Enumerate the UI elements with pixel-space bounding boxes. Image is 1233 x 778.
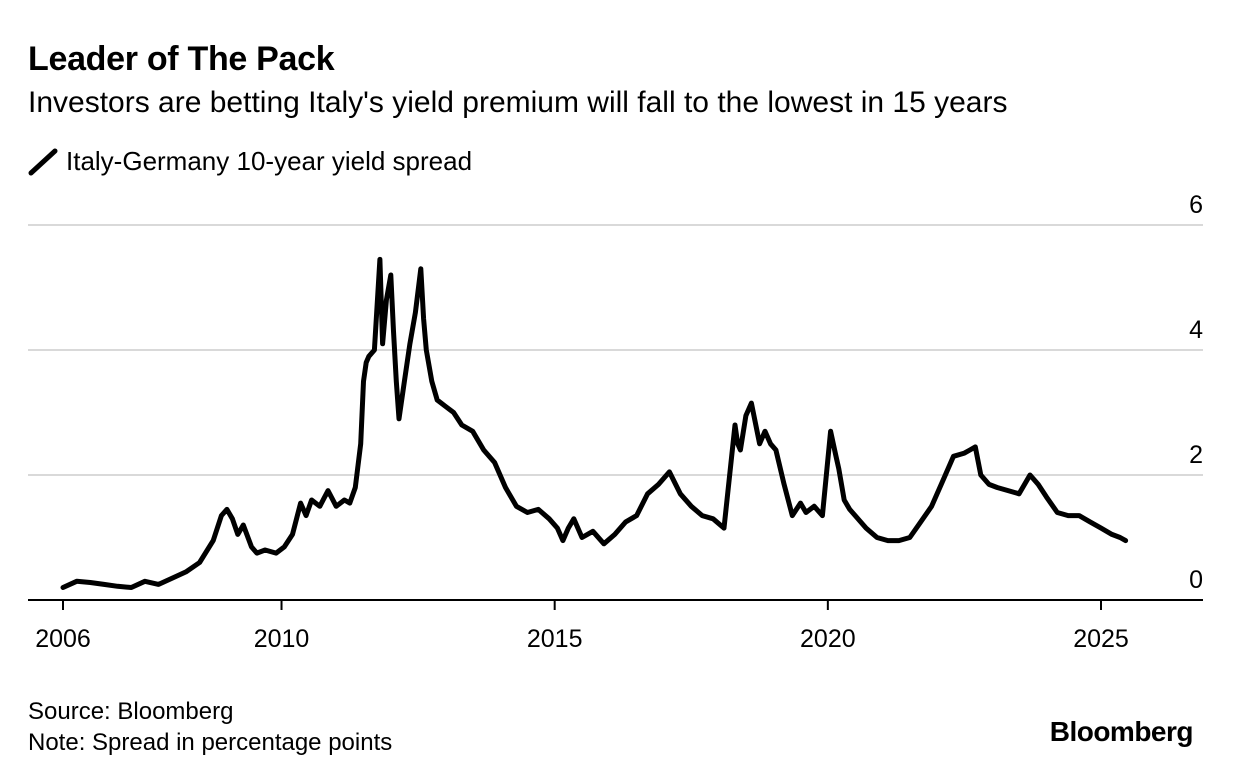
- y-tick-label-2: 2: [1189, 441, 1203, 469]
- chart-title: Leader of The Pack: [28, 40, 335, 78]
- x-tick-label-2025: 2025: [1073, 625, 1129, 653]
- source-text: Source: Bloomberg: [28, 698, 234, 725]
- x-tick-label-2006: 2006: [35, 625, 91, 653]
- brand-logo: Bloomberg: [1049, 716, 1194, 747]
- note-text: Note: Spread in percentage points: [28, 729, 393, 756]
- x-tick-label-2015: 2015: [527, 625, 583, 653]
- x-tick-label-2010: 2010: [254, 625, 310, 653]
- y-tick-label-0: 0: [1189, 566, 1203, 594]
- chart-subtitle: Investors are betting Italy's yield prem…: [28, 86, 1008, 119]
- legend-label: Italy-Germany 10-year yield spread: [66, 146, 473, 176]
- y-tick-label-6: 6: [1189, 191, 1203, 219]
- series-line-0: [60, 256, 1129, 590]
- x-tick-label-2020: 2020: [800, 625, 856, 653]
- line-swatch-icon: [28, 148, 58, 175]
- footer-notes: Source: Bloomberg Note: Spread in percen…: [28, 696, 392, 758]
- y-tick-label-4: 4: [1189, 316, 1203, 344]
- legend: Italy-Germany 10-year yield spread: [28, 146, 472, 177]
